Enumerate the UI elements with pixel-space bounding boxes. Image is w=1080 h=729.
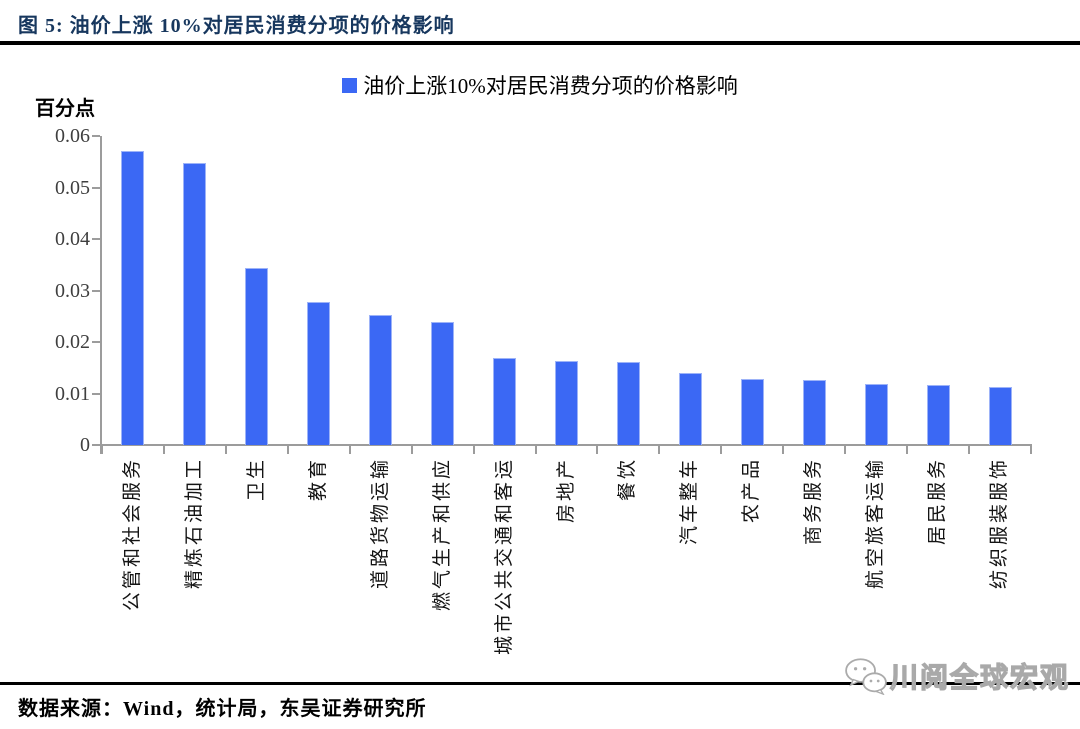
x-category-label: 房地产 <box>555 457 577 524</box>
x-tick <box>596 446 599 454</box>
y-tick-label: 0 <box>80 434 90 456</box>
bar <box>369 315 393 445</box>
legend-label: 油价上涨10%对居民消费分项的价格影响 <box>363 74 738 98</box>
y-tick <box>92 238 100 240</box>
bar <box>988 387 1012 445</box>
x-tick <box>101 446 103 454</box>
x-category-label: 道路货物运输 <box>369 457 391 590</box>
figure-title: 图 5: 油价上涨 10%对居民消费分项的价格影响 <box>18 15 455 37</box>
y-tick <box>92 289 100 292</box>
y-tick-label: 0.06 <box>55 125 90 147</box>
y-tick <box>92 444 100 446</box>
bar <box>802 380 826 445</box>
y-tick-label: 0.02 <box>55 331 90 353</box>
x-tick <box>286 446 289 454</box>
bar <box>307 301 331 445</box>
bar <box>493 358 517 445</box>
x-axis-line <box>100 444 1032 446</box>
bar <box>555 360 578 445</box>
x-tick <box>968 446 971 454</box>
x-tick <box>348 446 351 454</box>
y-tick-label: 0.04 <box>55 228 90 250</box>
x-category-label: 餐饮 <box>617 457 639 502</box>
watermark: 川阅全球宏观 <box>844 656 1070 696</box>
legend-swatch-icon <box>342 77 358 93</box>
bar <box>183 163 207 445</box>
x-tick <box>534 446 537 454</box>
bar <box>864 383 888 445</box>
y-tick-label: 0.01 <box>55 382 90 405</box>
x-category-label: 城市公共交通和客运 <box>493 457 515 656</box>
x-tick <box>720 446 723 454</box>
x-category-label: 农产品 <box>741 457 763 524</box>
x-category-label: 居民服务 <box>927 457 949 546</box>
y-tick <box>92 341 100 343</box>
x-tick <box>472 446 475 454</box>
x-category-label: 精炼石油加工 <box>183 457 205 590</box>
x-category-label: 卫生 <box>245 457 267 502</box>
bar <box>245 268 269 445</box>
bar <box>926 385 950 445</box>
x-category-label: 航空旅客运输 <box>865 457 887 590</box>
bar <box>740 379 764 445</box>
y-tick-label: 0.03 <box>55 279 90 302</box>
x-tick <box>844 446 847 454</box>
x-tick <box>1030 446 1032 454</box>
bar <box>121 151 145 445</box>
x-tick <box>410 446 413 454</box>
x-tick <box>224 446 227 454</box>
x-category-label: 纺织服装服饰 <box>989 457 1011 590</box>
x-category-label: 燃气生产和供应 <box>431 457 453 612</box>
x-tick <box>658 446 661 454</box>
x-tick <box>782 446 785 454</box>
x-category-label: 汽车整车 <box>679 457 701 546</box>
y-tick-label: 0.05 <box>55 176 90 199</box>
bar <box>616 362 640 445</box>
wechat-icon <box>845 658 887 695</box>
footer-divider <box>0 682 1080 685</box>
x-category-label: 商务服务 <box>803 457 825 546</box>
header-divider <box>0 41 1080 45</box>
x-category-label: 教育 <box>307 457 329 502</box>
x-tick <box>162 446 165 454</box>
watermark-text: 川阅全球宏观 <box>889 662 1070 694</box>
bar <box>431 322 455 445</box>
y-axis-line <box>100 136 102 454</box>
chart-legend: 油价上涨10%对居民消费分项的价格影响 <box>0 70 1080 100</box>
bar <box>678 373 702 445</box>
x-category-label: 公管和社会服务 <box>121 457 143 612</box>
y-axis-unit-label: 百分点 <box>35 98 95 120</box>
y-tick <box>92 392 100 395</box>
x-tick <box>906 446 909 454</box>
y-tick <box>92 135 100 137</box>
data-source-note: 数据来源：Wind，统计局，东吴证券研究所 <box>18 698 427 720</box>
y-tick <box>92 186 100 189</box>
